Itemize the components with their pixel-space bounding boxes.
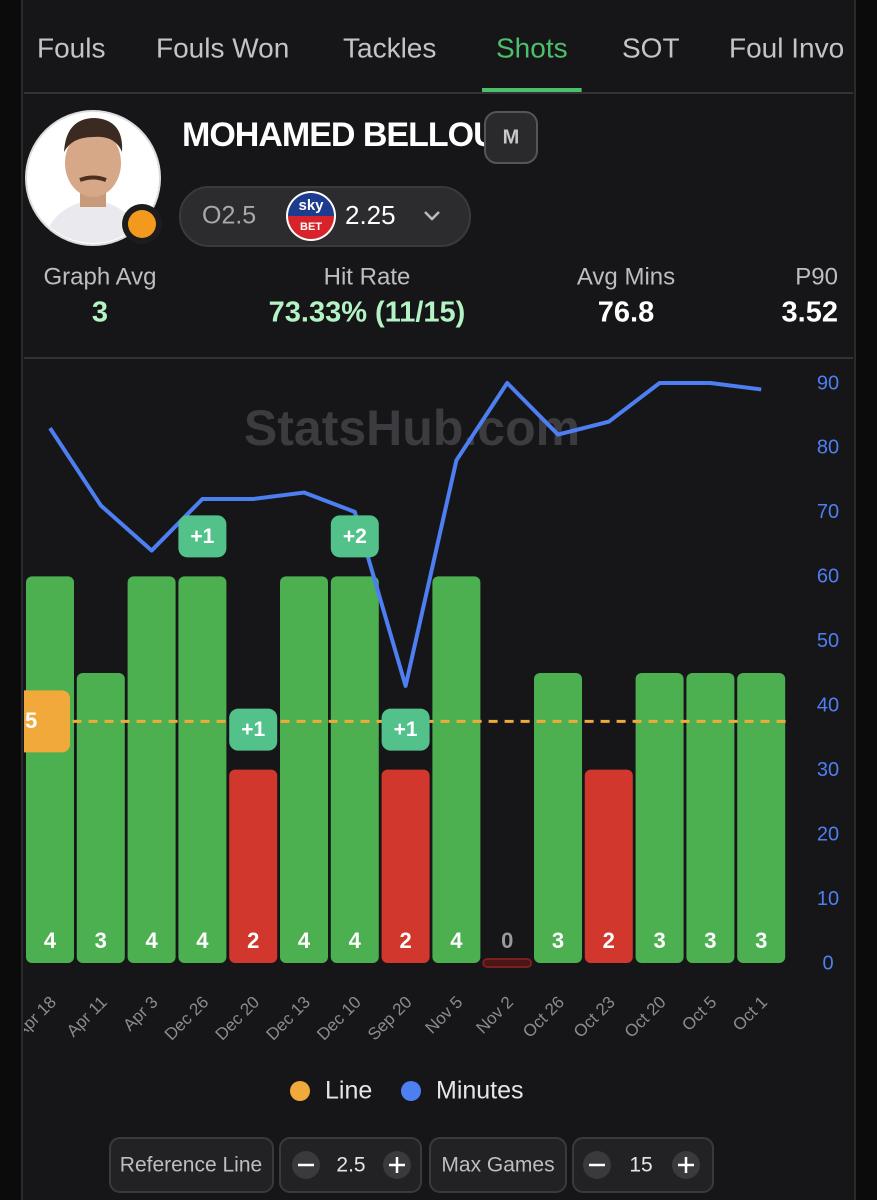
y2-tick-label: 80 [817,437,839,459]
bar-value-label: 4 [44,928,57,953]
stat-label: Avg Mins [577,263,675,290]
bar [330,576,379,963]
chevron [424,211,440,221]
control-label: Reference Line [120,1154,262,1177]
bar [432,576,481,963]
bar-value-label: 2 [247,928,259,953]
bar [229,769,278,963]
bar [381,769,430,963]
bar-value-label: 4 [450,928,463,953]
annotation-badge [229,708,278,751]
bar [635,673,684,963]
watermark: StatsHub.com [244,400,580,456]
legend-swatch [401,1081,421,1101]
annotation-badge [381,708,430,751]
bar [534,673,582,963]
bar [26,576,74,963]
tab[interactable]: Fouls [37,32,105,63]
reference-label-box [24,690,70,753]
bookmaker-top: sky [298,197,324,214]
y2-tick-label: 20 [817,823,839,845]
control-label-box [109,1137,274,1193]
y2-tick-label: 90 [817,372,839,394]
minutes-line [48,381,762,688]
bar-value-label: 0 [501,928,513,953]
y2-tick-label: 70 [817,501,839,523]
bar [737,673,786,963]
bar [482,958,533,968]
position: M [503,126,520,148]
bar-value-label: 3 [653,928,665,953]
y2-tick-label: 60 [817,566,839,588]
avatar [25,110,162,246]
y2-tick-label: 10 [817,888,839,910]
annotation-label: +1 [394,718,418,741]
bar [178,576,227,963]
tab[interactable]: Fouls Won [156,32,289,63]
control-value: 2.5 [336,1154,365,1177]
stat-label: P90 [795,263,838,290]
position-badge [484,111,538,164]
plus-icon [678,1157,694,1173]
bar-value-label: 3 [95,928,107,953]
bookmaker-bottom: BET [300,221,322,233]
stats-row: Graph Avg 3 Hit Rate 73.33% (11/15) Avg Mins… [44,263,838,328]
control-value: 15 [629,1154,652,1177]
bar [280,576,328,963]
bar-value-label: 4 [145,928,158,953]
y2-tick-label: 40 [817,695,839,717]
annotation-label: +1 [241,718,265,741]
control-label: Max Games [441,1154,554,1177]
reference-label: 2.5 [7,708,38,733]
stat-value: 73.33% (11/15) [269,297,466,329]
legend-swatch [290,1081,310,1101]
bar-value-label: 4 [196,928,209,953]
plus-icon [389,1157,405,1173]
bar-value-label: 2 [399,928,411,953]
annotation-badge [330,515,379,558]
bar [127,576,176,963]
annotation-label: +1 [190,525,214,548]
bar-value-label: 3 [552,928,564,953]
y2-tick-label: 30 [817,759,839,781]
tab[interactable]: Shots [496,32,568,63]
bar-value-label: 3 [704,928,716,953]
tab-indicator [482,88,582,92]
stepper [279,1137,422,1193]
bar [584,769,633,963]
control-label-box [429,1137,567,1193]
stat-value: 76.8 [598,297,654,329]
tab[interactable]: Tackles [343,32,436,63]
stat-value: 3 [92,297,108,329]
tab[interactable]: Foul Invo [729,32,844,63]
odds-price: 2.25 [345,200,396,230]
tab[interactable]: SOT [622,32,680,63]
bar [686,673,735,963]
y2-tick-label: 50 [817,630,839,652]
legend-label: Minutes [436,1077,524,1105]
annotation-label: +2 [343,525,367,548]
tab-bar: Fouls Fouls Won Tackles Shots SOT Foul Invo [37,32,844,92]
annotation-badge [178,515,227,558]
y2-tick-label: 0 [822,952,833,974]
stat-label: Hit Rate [324,263,411,290]
odds-line: O2.5 [202,202,256,230]
bar-value-label: 4 [298,928,311,953]
bar-value-label: 3 [755,928,767,953]
bar [76,673,125,963]
player-name: MOHAMED BELLOUMI [182,116,532,154]
bar-value-label: 4 [349,928,362,953]
stepper [572,1137,714,1193]
legend-label: Line [325,1077,372,1105]
bar-value-label: 2 [603,928,615,953]
stat-value: 3.52 [782,297,838,329]
stat-label: Graph Avg [44,263,157,290]
bookmaker-logo [286,191,336,241]
